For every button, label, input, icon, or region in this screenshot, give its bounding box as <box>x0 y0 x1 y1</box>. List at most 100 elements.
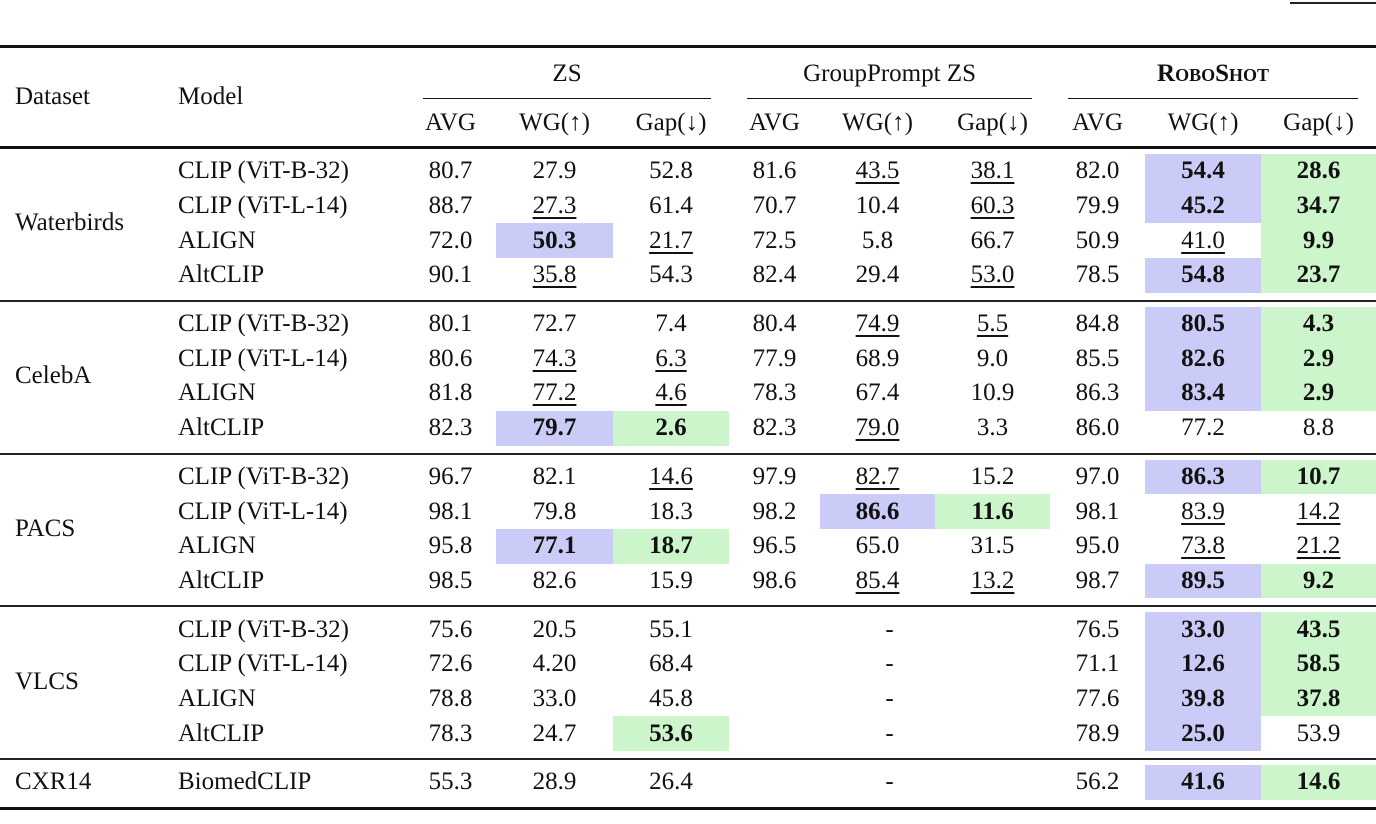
cell-value: 79.0 <box>855 414 900 442</box>
value-cell: 77.1 <box>496 528 613 564</box>
cell-value: 43.5 <box>1296 615 1341 643</box>
cell-value: 27.3 <box>532 192 577 220</box>
cell-value: 14.6 <box>1296 768 1341 796</box>
cell-value: 50.3 <box>532 226 577 254</box>
value-cell: 85.4 <box>820 564 935 599</box>
cell-value: 80.4 <box>752 310 797 338</box>
value-cell: 83.9 <box>1145 494 1261 529</box>
cell-value: 78.3 <box>752 379 797 407</box>
value-cell: 83.4 <box>1145 376 1262 411</box>
cell-value: 79.9 <box>1075 192 1120 220</box>
cell-value: 2.9 <box>1302 344 1335 372</box>
value-cell: 55.1 <box>613 612 729 647</box>
model-name: AltCLIP <box>178 414 265 442</box>
cell-value: 33.0 <box>1181 615 1225 643</box>
dataset-group: VLCS CLIP (ViT-B-32) 75.6 20.5 55.1 - 76.5 33.0… <box>0 606 1376 759</box>
value-cell: 53.6 <box>613 716 730 751</box>
value-cell: 18.3 <box>613 494 729 529</box>
value-cell: 71.1 <box>1050 647 1145 682</box>
value-cell: 4.3 <box>1261 306 1376 342</box>
model-name: CLIP (ViT-L-14) <box>178 650 348 678</box>
value-cell: 2.6 <box>613 410 730 446</box>
cell-value: 45.8 <box>649 684 693 712</box>
value-cell: 79.7 <box>496 410 613 446</box>
value-cell: 74.9 <box>820 307 935 342</box>
value-cell: 8.8 <box>1261 411 1376 446</box>
value-cell: 38.1 <box>935 154 1050 189</box>
value-cell: 21.2 <box>1261 529 1376 564</box>
cell-value: 50.9 <box>1075 226 1120 254</box>
value-cell: 78.9 <box>1050 716 1145 751</box>
value-cell: 11.6 <box>935 494 1051 529</box>
value-cell: 2.9 <box>1261 341 1376 377</box>
cell-value: 86.0 <box>1075 414 1120 442</box>
cell-value: 27.9 <box>532 157 577 185</box>
cell-value: 96.7 <box>428 462 473 490</box>
cell-value: 82.1 <box>532 462 577 490</box>
cell-value: 74.3 <box>532 344 577 372</box>
cell-value: 72.0 <box>428 226 473 254</box>
cell-value: 55.1 <box>649 615 693 643</box>
cell-value: 53.9 <box>1296 719 1341 747</box>
cell-value: 95.0 <box>1075 532 1120 560</box>
value-cell: 43.5 <box>1261 612 1376 647</box>
cell-value: 53.0 <box>970 261 1015 289</box>
value-cell: 82.6 <box>1145 341 1262 377</box>
subheader-zs-wg: WG(↑) <box>519 108 590 136</box>
cell-value: 85.5 <box>1075 344 1120 372</box>
cell-value: 81.8 <box>428 379 473 407</box>
value-cell: 96.5 <box>729 529 820 564</box>
cell-value: 72.7 <box>532 310 577 338</box>
value-cell: 67.4 <box>820 376 935 411</box>
value-cell: 82.0 <box>1050 154 1145 189</box>
header-group-zs: ZS <box>405 47 729 100</box>
dataset-name: CXR14 <box>15 768 92 796</box>
cell-value: 80.7 <box>428 157 473 185</box>
model-name: ALIGN <box>178 379 256 407</box>
cell-value: 84.8 <box>1075 310 1120 338</box>
cell-value: 85.4 <box>855 566 900 594</box>
cell-value: 82.3 <box>428 414 473 442</box>
table-row: ALIGN 78.8 33.0 45.8 - 77.6 39.8 37.8 <box>0 681 1376 717</box>
cell-value: 81.6 <box>752 157 797 185</box>
value-cell: 9.2 <box>1261 563 1376 599</box>
model-name: AltCLIP <box>178 261 265 289</box>
table-row: Waterbirds CLIP (ViT-B-32) 80.7 27.9 52.8 81.… <box>0 154 1376 236</box>
value-cell: 55.3 <box>405 765 496 800</box>
value-cell: 72.6 <box>405 647 496 682</box>
cell-value: 82.7 <box>855 462 900 490</box>
value-cell: 56.2 <box>1050 765 1145 800</box>
value-cell: 54.4 <box>1145 154 1262 189</box>
cell-value: 55.3 <box>428 768 473 796</box>
cell-value: 9.0 <box>976 344 1009 372</box>
value-cell: 29.4 <box>820 258 935 293</box>
value-cell: 95.0 <box>1050 529 1145 564</box>
cell-value: 77.6 <box>1075 684 1120 712</box>
model-name: BiomedCLIP <box>178 768 312 796</box>
value-cell: 98.1 <box>1050 494 1145 529</box>
header-dataset: Dataset <box>0 46 165 149</box>
cell-value: 35.8 <box>532 261 577 289</box>
value-cell: 41.6 <box>1145 765 1262 800</box>
cell-value: 3.3 <box>976 414 1009 442</box>
value-cell: 89.5 <box>1145 563 1262 599</box>
value-cell: 60.3 <box>935 189 1050 224</box>
value-cell: 82.7 <box>820 460 935 495</box>
value-cell: 26.4 <box>613 765 729 800</box>
cell-value: 2.6 <box>655 414 687 442</box>
value-cell: 86.6 <box>820 494 936 529</box>
cell-value: 11.6 <box>971 497 1014 525</box>
value-cell: 18.7 <box>613 528 730 564</box>
model-name: CLIP (ViT-B-32) <box>178 157 349 185</box>
value-cell: 79.9 <box>1050 189 1145 224</box>
results-table: Dataset Model ZS GroupPrompt ZS RoboShot… <box>0 45 1376 810</box>
value-cell: 96.7 <box>405 460 496 495</box>
value-cell: 80.5 <box>1145 306 1262 342</box>
model-name: CLIP (ViT-L-14) <box>178 344 348 372</box>
cell-value: 41.0 <box>1181 226 1225 254</box>
table-row: AltCLIP 98.5 82.6 15.9 98.6 85.4 13.2 98.7 89.5 9… <box>0 563 1376 599</box>
cell-value: 82.3 <box>752 414 797 442</box>
cell-value: 98.1 <box>1075 497 1120 525</box>
cell-value: 37.8 <box>1296 684 1341 712</box>
value-cell: 13.2 <box>935 564 1050 599</box>
